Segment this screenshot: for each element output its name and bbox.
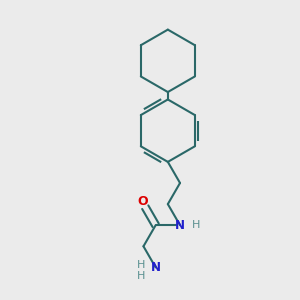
Text: H: H [137, 271, 146, 281]
Text: N: N [151, 261, 160, 274]
Text: O: O [138, 195, 148, 208]
Text: H: H [137, 260, 146, 270]
Text: H: H [192, 220, 201, 230]
Text: N: N [175, 219, 185, 232]
